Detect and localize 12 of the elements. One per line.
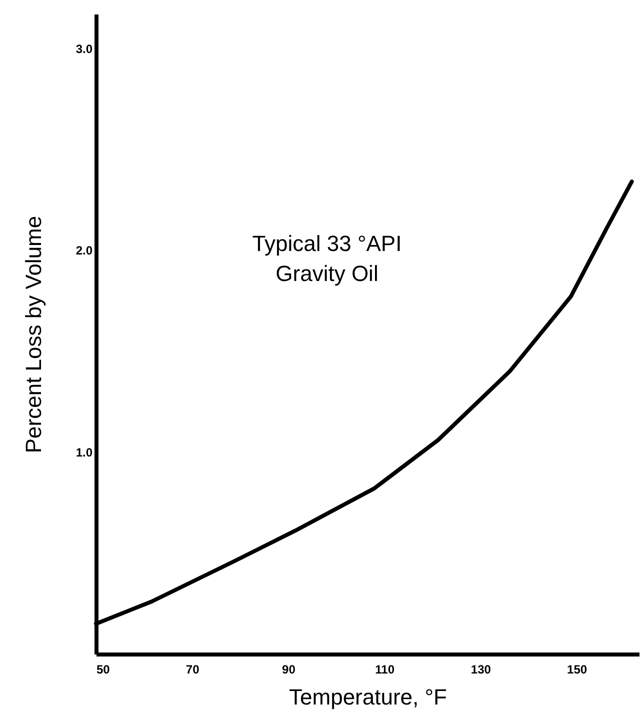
x-axis-title: Temperature, °F — [289, 684, 447, 710]
y-tick-label: 1.0 — [76, 446, 93, 460]
annotation: Typical 33 °API Gravity Oil — [252, 231, 402, 286]
y-tick-label: 2.0 — [76, 244, 93, 258]
x-tick-label: 130 — [470, 662, 492, 676]
x-tick-label: 150 — [567, 662, 588, 676]
y-axis-title: Percent Loss by Volume — [20, 216, 46, 454]
x-tick-label: 70 — [186, 662, 200, 676]
y-tick-label: 3.0 — [76, 42, 93, 56]
x-tick-label: 110 — [375, 662, 395, 676]
x-tick-label: 90 — [282, 662, 296, 676]
x-tick-label: 50 — [96, 662, 110, 676]
